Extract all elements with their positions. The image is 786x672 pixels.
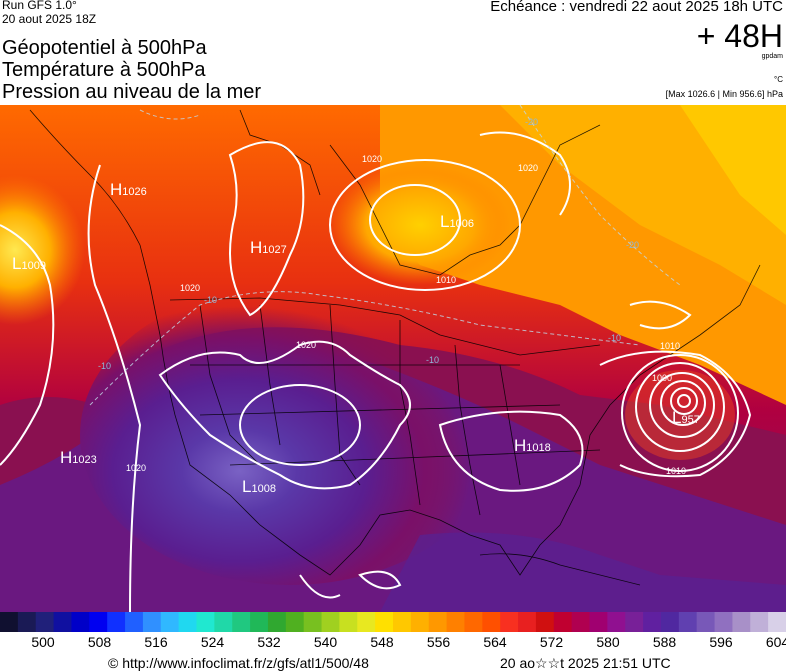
isotherm-label: -20 — [626, 240, 639, 250]
unit-celsius: °C — [774, 75, 783, 84]
title-geopotential: Géopotentiel à 500hPa — [2, 37, 207, 59]
title-pressure: Pression au niveau de la mer — [2, 81, 262, 103]
scale-swatch — [357, 612, 376, 632]
scale-swatch — [89, 612, 108, 632]
scale-swatch — [250, 612, 269, 632]
scale-swatch — [518, 612, 537, 632]
scale-swatch — [142, 612, 162, 632]
pressure-max-min: [Max 1026.6 | Min 956.6] hPa — [665, 89, 783, 99]
isotherm-label: -10 — [204, 295, 217, 305]
forecast-time: Echéance : vendredi 22 aout 2025 18h UTC — [490, 0, 783, 15]
scale-tick-label: 540 — [313, 634, 338, 650]
scale-swatch — [696, 612, 716, 632]
scale-swatch — [660, 612, 680, 632]
isotherm-label: -10 — [608, 333, 621, 343]
scale-swatch — [232, 612, 251, 632]
center-h1026: H1026 — [110, 180, 147, 199]
scale-swatch — [607, 612, 626, 632]
isobar-label: 1020 — [180, 283, 200, 293]
scale-tick-label: 516 — [144, 634, 168, 650]
isotherm-label: -10 — [98, 361, 111, 371]
run-date: 20 aout 2025 18Z — [2, 12, 97, 26]
lead-time: + 48H — [696, 18, 783, 54]
scale-swatch — [35, 612, 55, 632]
color-scale — [0, 612, 786, 632]
scale-swatch — [750, 612, 769, 632]
center-l957: L957 — [672, 408, 700, 427]
color-scale-labels: 500 508 516 524 532 540 548 556 564 572 580 588 596 6… — [0, 634, 786, 654]
scale-swatch — [428, 612, 448, 632]
center-l1008: L1008 — [242, 477, 276, 496]
run-label: Run GFS 1.0° — [2, 0, 77, 12]
scale-swatch — [482, 612, 501, 632]
scale-swatch — [178, 612, 197, 632]
isobar-label: 1020 — [296, 340, 316, 350]
scale-swatch — [267, 612, 287, 632]
center-l1006: L1006 — [440, 212, 474, 231]
scale-swatch — [0, 612, 19, 632]
isobar-label: 1010 — [666, 466, 686, 476]
weather-map: H1026 H1027 L1006 L1009 H1023 L1008 H101… — [0, 105, 786, 612]
scale-swatch — [107, 612, 126, 632]
scale-swatch — [768, 612, 786, 632]
scale-tick-label: 588 — [652, 634, 677, 650]
scale-tick-label: 604 — [765, 634, 786, 650]
unit-gpdam: gpdam — [761, 53, 783, 60]
scale-swatch — [160, 612, 180, 632]
isobar-label: 1020 — [518, 163, 538, 173]
center-h1023: H1023 — [60, 448, 97, 467]
scale-swatch — [625, 612, 644, 632]
scale-swatch — [53, 612, 72, 632]
scale-swatch — [678, 612, 698, 632]
isobar-label: 1010 — [660, 341, 680, 351]
scale-swatch — [553, 612, 573, 632]
center-l1009: L1009 — [12, 254, 46, 273]
scale-swatch — [571, 612, 590, 632]
scale-tick-label: 524 — [200, 634, 225, 650]
isobar-label: 1010 — [436, 275, 456, 285]
scale-swatch — [464, 612, 483, 632]
isotherm-label: -20 — [525, 117, 538, 127]
scale-tick-label: 508 — [87, 634, 112, 650]
scale-tick-label: 556 — [426, 634, 451, 650]
scale-swatch — [125, 612, 144, 632]
scale-swatch — [339, 612, 358, 632]
scale-tick-label: 572 — [539, 634, 564, 650]
scale-swatch — [71, 612, 90, 632]
scale-swatch — [375, 612, 394, 632]
center-h1018: H1018 — [514, 436, 551, 455]
scale-swatch — [500, 612, 519, 632]
scale-swatch — [214, 612, 233, 632]
scale-swatch — [321, 612, 340, 632]
scale-tick-label: 564 — [483, 634, 507, 650]
isobar-label: 1000 — [652, 373, 672, 383]
source-credit: © http://www.infoclimat.fr/z/gfs/atl1/50… — [108, 655, 369, 671]
center-h1027: H1027 — [250, 238, 287, 257]
isobar-label: 1020 — [362, 154, 382, 164]
scale-swatch — [714, 612, 733, 632]
scale-swatch — [410, 612, 430, 632]
scale-tick-label: 548 — [370, 634, 394, 650]
isobar-label: 1020 — [126, 463, 146, 473]
scale-swatch — [535, 612, 555, 632]
scale-tick-label: 596 — [709, 634, 733, 650]
scale-swatch — [589, 612, 608, 632]
generated-time: 20 ao☆☆t 2025 21:51 UTC — [500, 655, 671, 671]
title-temperature: Température à 500hPa — [2, 59, 206, 81]
scale-swatch — [732, 612, 751, 632]
scale-swatch — [303, 612, 323, 632]
scale-tick-label: 580 — [596, 634, 620, 650]
scale-swatch — [196, 612, 215, 632]
scale-swatch — [17, 612, 37, 632]
scale-swatch — [393, 612, 412, 632]
scale-swatch — [285, 612, 305, 632]
scale-swatch — [643, 612, 662, 632]
isotherm-label: -10 — [426, 355, 439, 365]
scale-tick-label: 500 — [31, 634, 55, 650]
scale-tick-label: 532 — [257, 634, 281, 650]
scale-swatch — [446, 612, 465, 632]
